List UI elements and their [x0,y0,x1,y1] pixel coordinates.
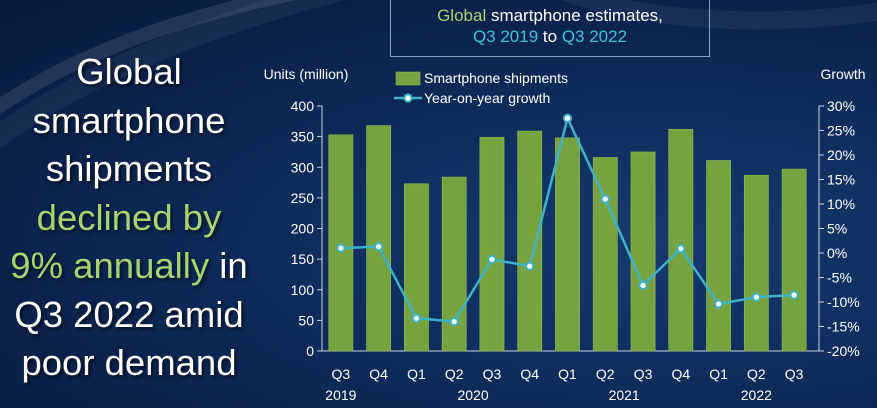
y-tick-label: 400 [291,98,315,114]
growth-point-5 [525,261,535,271]
y2-tick-label: 20% [827,147,855,163]
title-to: to [538,27,562,46]
growth-point-0 [336,243,346,253]
x-year-label: 2022 [741,387,772,403]
x-tick-label: Q2 [445,366,464,382]
headline: Global smartphone shipments declined by … [0,48,258,388]
x-tick-label: Q3 [785,366,804,382]
bar-shipments-5 [517,130,543,352]
y2-tick-label: -20% [827,343,860,359]
title-end-period: Q3 2022 [561,27,628,46]
bar-shipments-0 [328,134,354,352]
growth-point-3 [449,317,459,327]
x-tick-label: Q4 [369,366,388,382]
x-tick-label: Q1 [558,366,577,382]
x-tick-label: Q1 [709,366,728,382]
x-tick-label: Q2 [747,366,766,382]
y2-tick-label: 25% [827,123,855,139]
y2-tick-label: 30% [827,98,855,114]
bar-shipments-12 [781,168,807,352]
legend-label-growth: Year-on-year growth [424,90,550,106]
y-tick-label: 300 [291,159,315,175]
y2-tick-label: -5% [827,270,852,286]
headline-line-5: 9% annually in [0,242,258,291]
bar-shipments-2 [404,183,429,352]
headline-line-6: Q3 2022 amid [14,293,244,335]
x-year-label: 2019 [325,387,356,403]
x-year-label: 2021 [609,387,640,403]
x-tick-label: Q3 [332,366,351,382]
y-tick-label: 100 [291,282,315,298]
headline-line-2: smartphone [32,99,226,141]
x-tick-label: Q1 [407,366,426,382]
growth-point-7 [600,194,610,204]
title-word-global: Global [437,6,487,25]
growth-point-6 [562,113,573,123]
y-tick-label: 350 [291,129,315,145]
chart-title-box: Global smartphone estimates, Q3 2019 to … [390,0,710,57]
chart-title-line-1: Global smartphone estimates, [391,5,709,26]
bar-shipments-1 [366,125,392,352]
chart-title-line-2: Q3 2019 to Q3 2022 [391,26,709,47]
y-tick-label: 0 [306,343,314,359]
growth-point-12 [789,290,799,300]
title-word-estimates: smartphone estimates, [486,6,663,25]
y-axis-title: Units (million) [264,66,349,82]
x-tick-label: Q3 [483,366,502,382]
headline-line-7: poor demand [21,342,237,383]
growth-point-2 [411,313,422,323]
y-tick-label: 50 [298,312,314,328]
legend-swatch-bar [395,71,421,86]
bar-shipments-11 [743,174,769,352]
x-tick-label: Q4 [671,366,690,382]
bar-shipments-8 [630,151,656,352]
legend-label-shipments: Smartphone shipments [424,70,568,86]
title-start-period: Q3 2019 [472,27,539,46]
y-tick-label: 150 [291,251,315,267]
x-tick-label: Q4 [520,366,539,382]
y2-tick-label: 0% [827,245,847,261]
headline-line-4: declined by [36,196,222,238]
headline-line-5-rest: in [209,245,248,286]
bar-shipments-4 [479,136,505,352]
headline-line-1: Global [76,51,182,92]
y2-tick-label: 15% [827,172,855,188]
y-tick-label: 250 [291,190,315,206]
headline-line-3: shipments [45,148,213,189]
x-year-label: 2020 [457,387,488,403]
headline-highlight: 9% annually [10,245,210,286]
legend-swatch-marker [403,93,413,103]
y2-tick-label: -10% [827,294,860,310]
y2-tick-label: 5% [827,221,847,237]
growth-point-4 [487,254,497,264]
bar-shipments-6 [555,137,580,352]
growth-point-8 [638,280,648,290]
y2-tick-label: 10% [827,196,855,212]
growth-point-11 [751,292,761,302]
growth-point-10 [713,299,724,309]
growth-point-1 [374,242,384,252]
x-tick-label: Q3 [634,366,653,382]
y2-tick-label: -15% [827,319,860,335]
y-tick-label: 200 [291,221,315,237]
y2-axis-title: Growth [820,66,865,82]
x-tick-label: Q2 [596,366,615,382]
growth-point-9 [676,243,686,254]
bar-shipments-7 [592,157,618,352]
bar-shipments-9 [668,128,694,352]
bar-shipments-10 [706,160,731,352]
